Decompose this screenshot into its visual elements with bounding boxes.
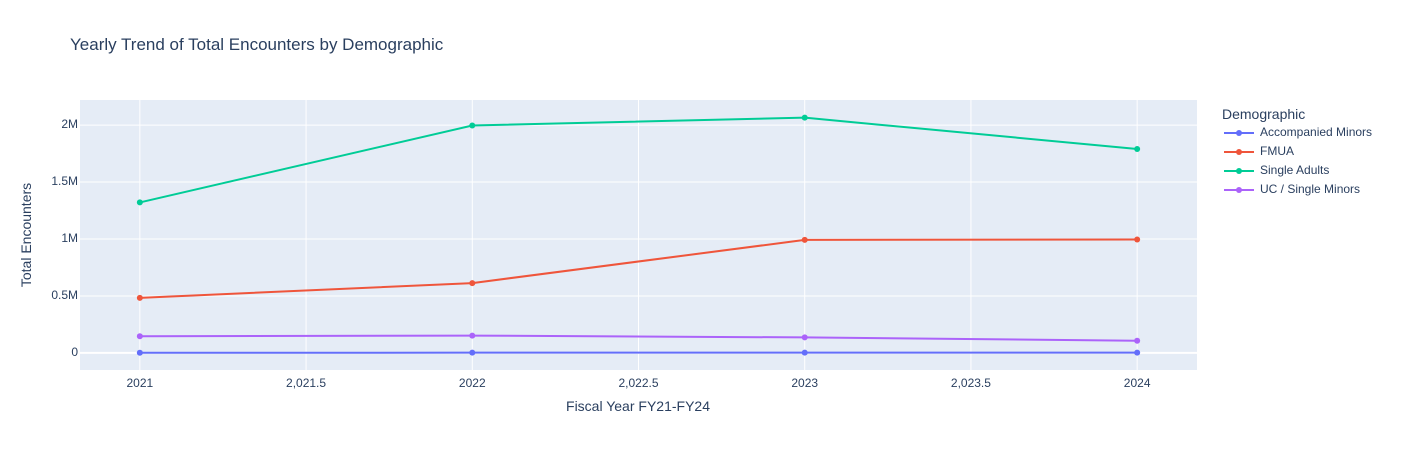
data-point[interactable] bbox=[802, 237, 808, 243]
x-axis-title: Fiscal Year FY21-FY24 bbox=[566, 398, 710, 414]
data-point[interactable] bbox=[802, 115, 808, 121]
legend-swatch-marker bbox=[1236, 168, 1242, 174]
y-axis-title: Total Encounters bbox=[18, 183, 34, 287]
data-point[interactable] bbox=[802, 334, 808, 340]
data-point[interactable] bbox=[137, 199, 143, 205]
x-tick-label: 2,022.5 bbox=[618, 376, 658, 390]
data-point[interactable] bbox=[1134, 146, 1140, 152]
x-tick-label: 2022 bbox=[459, 376, 486, 390]
data-point[interactable] bbox=[1134, 350, 1140, 356]
legend-item[interactable]: Single Adults bbox=[1224, 163, 1329, 177]
legend-label: UC / Single Minors bbox=[1260, 182, 1360, 196]
y-tick-label: 1M bbox=[61, 231, 78, 245]
y-tick-label: 2M bbox=[61, 117, 78, 131]
legend-swatch-marker bbox=[1236, 149, 1242, 155]
x-tick-label: 2023 bbox=[791, 376, 818, 390]
legend-item[interactable]: UC / Single Minors bbox=[1224, 182, 1360, 196]
data-point[interactable] bbox=[137, 295, 143, 301]
legend-item[interactable]: FMUA bbox=[1224, 144, 1294, 158]
data-point[interactable] bbox=[137, 333, 143, 339]
data-point[interactable] bbox=[1134, 237, 1140, 243]
y-axis-ticks: 0 0.5M 1M 1.5M 2M bbox=[51, 117, 78, 359]
legend-label: Single Adults bbox=[1260, 163, 1329, 177]
y-tick-label: 0 bbox=[71, 345, 78, 359]
x-tick-label: 2,023.5 bbox=[951, 376, 991, 390]
x-tick-label: 2,021.5 bbox=[286, 376, 326, 390]
legend-label: FMUA bbox=[1260, 144, 1294, 158]
legend-label: Accompanied Minors bbox=[1260, 125, 1372, 139]
chart-title: Yearly Trend of Total Encounters by Demo… bbox=[70, 35, 444, 54]
y-tick-label: 1.5M bbox=[51, 174, 78, 188]
legend-swatch-marker bbox=[1236, 130, 1242, 136]
legend: Demographic Accompanied Minors FMUA Single… bbox=[1222, 106, 1372, 196]
legend-items: Accompanied Minors FMUA Single Adults UC / … bbox=[1224, 125, 1372, 196]
data-point[interactable] bbox=[469, 280, 475, 286]
data-point[interactable] bbox=[137, 350, 143, 356]
data-point[interactable] bbox=[469, 333, 475, 339]
data-point[interactable] bbox=[1134, 338, 1140, 344]
data-point[interactable] bbox=[469, 123, 475, 129]
legend-title: Demographic bbox=[1222, 106, 1305, 122]
data-point[interactable] bbox=[802, 350, 808, 356]
x-axis-ticks: 2021 2,021.5 2022 2,022.5 2023 2,023.5 2024 bbox=[126, 376, 1150, 390]
x-tick-label: 2024 bbox=[1124, 376, 1151, 390]
x-tick-label: 2021 bbox=[126, 376, 153, 390]
y-tick-label: 0.5M bbox=[51, 288, 78, 302]
legend-item[interactable]: Accompanied Minors bbox=[1224, 125, 1372, 139]
data-point[interactable] bbox=[469, 350, 475, 356]
legend-swatch-marker bbox=[1236, 187, 1242, 193]
